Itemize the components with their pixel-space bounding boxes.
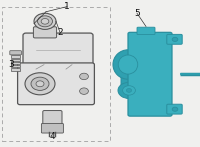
Circle shape <box>126 88 132 92</box>
Circle shape <box>41 19 49 24</box>
Circle shape <box>172 107 178 111</box>
Circle shape <box>118 82 140 98</box>
Circle shape <box>34 13 56 29</box>
FancyBboxPatch shape <box>18 63 94 105</box>
FancyBboxPatch shape <box>10 51 21 55</box>
Text: 5: 5 <box>134 9 140 18</box>
FancyBboxPatch shape <box>137 27 155 35</box>
Text: 3: 3 <box>8 60 14 69</box>
Circle shape <box>172 37 178 41</box>
Text: 1: 1 <box>64 2 70 11</box>
FancyBboxPatch shape <box>128 32 172 116</box>
Text: 4: 4 <box>49 132 55 141</box>
FancyBboxPatch shape <box>11 65 20 67</box>
Text: 2: 2 <box>57 28 63 37</box>
FancyBboxPatch shape <box>11 59 20 61</box>
FancyBboxPatch shape <box>23 33 93 71</box>
Circle shape <box>36 81 44 87</box>
FancyBboxPatch shape <box>11 68 20 71</box>
Circle shape <box>80 73 88 80</box>
Circle shape <box>25 73 55 95</box>
FancyBboxPatch shape <box>33 27 57 38</box>
FancyBboxPatch shape <box>11 62 20 64</box>
FancyBboxPatch shape <box>11 55 20 58</box>
FancyBboxPatch shape <box>167 104 182 114</box>
Circle shape <box>123 86 135 95</box>
FancyBboxPatch shape <box>167 34 182 44</box>
FancyBboxPatch shape <box>41 123 63 133</box>
Ellipse shape <box>113 50 143 79</box>
Ellipse shape <box>118 55 138 74</box>
FancyBboxPatch shape <box>121 65 137 90</box>
Circle shape <box>31 77 49 90</box>
Circle shape <box>80 88 88 94</box>
Circle shape <box>38 16 52 27</box>
FancyBboxPatch shape <box>43 111 62 128</box>
Bar <box>2 7 110 141</box>
